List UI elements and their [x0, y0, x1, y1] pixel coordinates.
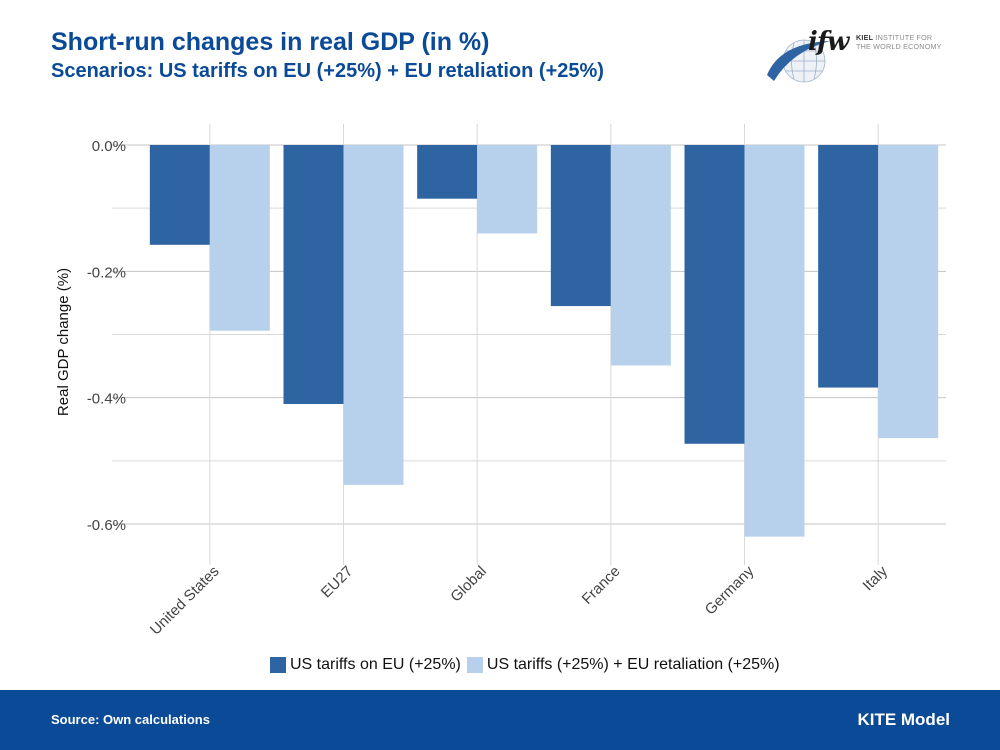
y-tick-label: 0.0%: [92, 138, 126, 155]
bar-france-series-2: [610, 145, 671, 366]
source-note: Source: Own calculations: [51, 712, 210, 727]
legend-item-series-1: US tariffs on EU (+25%): [270, 656, 461, 674]
model-name: KITE Model: [857, 710, 950, 729]
y-tick-label: -0.4%: [87, 391, 126, 408]
bar-chart: 0.0% -0.2% -0.4% -0.6% United States EU27 Glob…: [55, 124, 946, 639]
bar-eu27-series-1: [283, 145, 344, 404]
bar-italy-series-2: [878, 145, 939, 439]
legend-swatch-series-2: [466, 657, 483, 673]
bar-united-states-series-1: [149, 145, 210, 245]
legend-swatch-series-1: [270, 657, 286, 673]
bars: [149, 145, 939, 537]
legend-label-series-2: US tariffs (+25%) + EU retaliation (+25%…: [486, 656, 780, 673]
legend-label-series-1: US tariffs on EU (+25%): [290, 656, 461, 673]
bar-germany-series-1: [684, 145, 745, 444]
chart-subtitle: Scenarios: US tariffs on EU (+25%) + EU …: [51, 60, 604, 82]
x-tick-label: United States: [147, 563, 223, 639]
chart-legend: US tariffs on EU (+25%) US tariffs (+25%…: [270, 656, 786, 674]
chart-title: Short-run changes in real GDP (in %): [51, 28, 490, 56]
logo-text-kiel: KIEL: [856, 33, 874, 42]
y-axis-label: Real GDP change (%): [55, 268, 72, 416]
x-tick-label: Global: [447, 563, 490, 606]
footer-bar: Source: Own calculations KITE Model: [0, 690, 1000, 750]
logo-text-line2: THE WORLD ECONOMY: [856, 42, 942, 51]
logo-text-line1: KIEL INSTITUTE FOR: [856, 33, 932, 42]
y-tick-label: -0.6%: [87, 517, 126, 534]
x-tick-label: EU27: [318, 563, 357, 602]
legend-item-series-2: US tariffs (+25%) + EU retaliation (+25%…: [466, 656, 780, 674]
bar-germany-series-2: [744, 145, 805, 537]
bar-global-series-1: [417, 145, 478, 199]
bar-italy-series-1: [818, 145, 879, 388]
x-tick-label: Italy: [860, 562, 892, 594]
logo-wordmark: ifw: [808, 27, 849, 57]
bar-eu27-series-2: [343, 145, 404, 485]
ifw-logo: ifw KIEL INSTITUTE FOR THE WORLD ECONOMY: [764, 25, 964, 89]
bar-france-series-1: [550, 145, 611, 307]
x-tick-label: France: [579, 563, 624, 608]
globe-swoosh-icon: [767, 39, 830, 83]
bar-global-series-2: [477, 145, 538, 234]
x-tick-label: Germany: [702, 562, 758, 618]
y-tick-label: -0.2%: [87, 264, 126, 281]
bar-united-states-series-2: [209, 145, 270, 331]
logo-text-institute: INSTITUTE FOR: [873, 33, 933, 42]
